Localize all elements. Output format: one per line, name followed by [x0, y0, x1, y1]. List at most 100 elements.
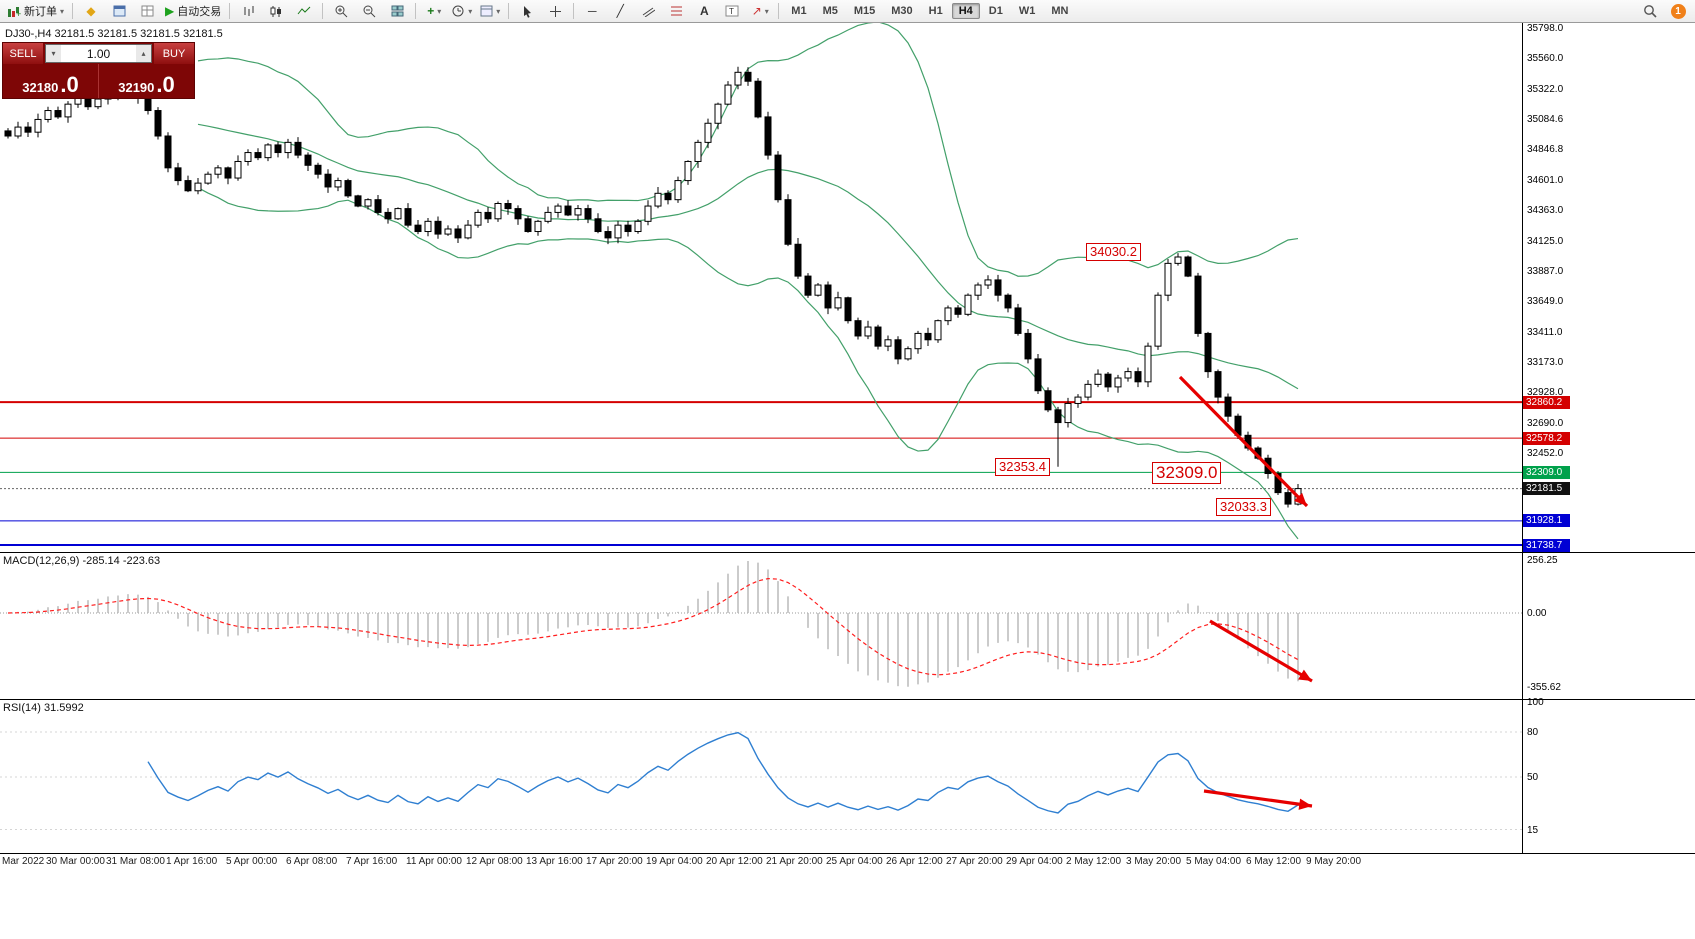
- notification-button[interactable]: 1: [1664, 1, 1692, 21]
- price-axis-label: 35798.0: [1527, 23, 1564, 34]
- time-axis-label: 6 May 12:00: [1246, 856, 1302, 867]
- lot-increase-button[interactable]: ▴: [136, 45, 151, 62]
- new-order-icon: +: [8, 6, 21, 18]
- horizontal-line-button[interactable]: ─: [578, 1, 606, 21]
- time-axis-label: 1 Apr 16:00: [166, 856, 218, 867]
- text-label-button[interactable]: T: [718, 1, 746, 21]
- timeframe-m15[interactable]: M15: [853, 5, 876, 17]
- sell-price-pips: .0: [60, 72, 79, 98]
- notification-badge: 1: [1670, 3, 1686, 19]
- time-axis-label: 31 Mar 08:00: [106, 856, 165, 867]
- timeframe-h1[interactable]: H1: [928, 5, 943, 17]
- templates-button[interactable]: ▾: [476, 1, 504, 21]
- zoom-in-icon: [335, 5, 348, 17]
- time-axis-label: 9 May 20:00: [1306, 856, 1362, 867]
- fibonacci-button[interactable]: [662, 1, 690, 21]
- arrows-button[interactable]: ↗ ▾: [746, 1, 774, 21]
- time-axis-label: Mar 2022: [2, 856, 45, 867]
- separator: [229, 3, 231, 19]
- indicators-add-icon: +: [427, 4, 435, 18]
- price-annotation[interactable]: 32033.3: [1216, 498, 1271, 516]
- time-axis-label: 13 Apr 16:00: [526, 856, 583, 867]
- bar-chart-icon: [244, 6, 254, 16]
- price-axis-label: 34601.0: [1527, 174, 1564, 186]
- price-axis-label: 32690.0: [1527, 417, 1564, 429]
- autotrade-button[interactable]: ▶ 自动交易: [161, 1, 225, 21]
- tile-windows-button[interactable]: [383, 1, 411, 21]
- channel-button[interactable]: [634, 1, 662, 21]
- separator: [322, 3, 324, 19]
- cursor-button[interactable]: [513, 1, 541, 21]
- price-axis-tag: 31928.1: [1523, 514, 1570, 528]
- zoom-in-button[interactable]: [327, 1, 355, 21]
- text-icon: A: [699, 4, 709, 18]
- lot-size-value[interactable]: 1.00: [86, 46, 111, 61]
- new-order-label: 新订单: [24, 6, 57, 18]
- buy-button[interactable]: BUY: [154, 43, 194, 64]
- candlestick-chart-button[interactable]: [262, 1, 290, 21]
- autotrade-icon: ▶: [165, 4, 175, 18]
- metaeditor-button[interactable]: ◆: [77, 1, 105, 21]
- time-axis-label: 27 Apr 20:00: [946, 856, 1003, 867]
- metaeditor-icon: ◆: [86, 4, 96, 18]
- time-axis-label: 30 Mar 00:00: [46, 856, 105, 867]
- time-axis-label: 25 Apr 04:00: [826, 856, 883, 867]
- time-axis-label: 12 Apr 08:00: [466, 856, 523, 867]
- sell-button[interactable]: SELL: [3, 43, 43, 64]
- rsi-scale-label: 100: [1527, 697, 1544, 708]
- sell-price[interactable]: 32180 .0: [3, 64, 98, 98]
- search-button[interactable]: [1636, 1, 1664, 21]
- separator: [508, 3, 510, 19]
- timeframe-mn[interactable]: MN: [1051, 5, 1069, 17]
- price-annotation[interactable]: 34030.2: [1086, 243, 1141, 261]
- text-button[interactable]: A: [690, 1, 718, 21]
- price-axis-label: 33173.0: [1527, 356, 1564, 368]
- separator: [72, 3, 74, 19]
- timeframe-m1[interactable]: M1: [791, 5, 807, 17]
- rsi-scale-label: 80: [1527, 727, 1539, 738]
- crosshair-button[interactable]: [541, 1, 569, 21]
- one-click-trading-panel[interactable]: SELL ▾ 1.00 ▴ BUY 32180 .0 32190 .0: [2, 42, 195, 99]
- timeframe-m30[interactable]: M30: [891, 5, 913, 17]
- price-axis-label: 32928.0: [1527, 387, 1564, 399]
- timeframe-w1[interactable]: W1: [1018, 5, 1036, 17]
- price-axis-tag: 32578.2: [1523, 431, 1570, 445]
- rsi-scale-label: 15: [1527, 824, 1539, 836]
- price-axis-tag: 31738.7: [1523, 538, 1570, 552]
- template-icon: [480, 5, 493, 17]
- text-label-icon: T: [725, 5, 739, 17]
- price-annotation[interactable]: 32309.0: [1152, 462, 1222, 484]
- time-axis-label: 6 Apr 08:00: [286, 856, 338, 867]
- period-button[interactable]: ▾: [448, 1, 476, 21]
- new-order-button[interactable]: + 新订单 ▾: [3, 1, 68, 21]
- market-watch-button[interactable]: [105, 1, 133, 21]
- bar-chart-button[interactable]: [234, 1, 262, 21]
- crosshair-icon: [549, 5, 561, 17]
- data-window-button[interactable]: [133, 1, 161, 21]
- search-icon: [1644, 5, 1657, 18]
- line-chart-button[interactable]: [290, 1, 318, 21]
- trendline-button[interactable]: ╱: [606, 1, 634, 21]
- chevron-down-icon: ▾: [468, 6, 473, 16]
- chevron-down-icon: ▾: [496, 6, 501, 16]
- separator: [415, 3, 417, 19]
- time-axis-label: 5 Apr 00:00: [226, 856, 278, 867]
- candlestick-chart-icon: [270, 5, 282, 17]
- price-annotation[interactable]: 32353.4: [995, 458, 1050, 476]
- buy-price[interactable]: 32190 .0: [98, 64, 194, 98]
- macd-indicator-label: MACD(12,26,9) -285.14 -223.63: [3, 555, 161, 567]
- lot-decrease-button[interactable]: ▾: [46, 45, 61, 62]
- rsi-indicator-label: RSI(14) 31.5992: [3, 702, 84, 714]
- time-axis-label: 19 Apr 04:00: [646, 856, 703, 867]
- timeframe-m5[interactable]: M5: [822, 5, 838, 17]
- chevron-down-icon: ▾: [60, 6, 65, 16]
- data-window-icon: [141, 5, 154, 17]
- lot-size-control[interactable]: ▾ 1.00 ▴: [45, 44, 152, 63]
- timeframe-h4[interactable]: H4: [951, 3, 980, 19]
- zoom-out-button[interactable]: [355, 1, 383, 21]
- indicators-button[interactable]: + ▾: [420, 1, 448, 21]
- clock-icon: [452, 5, 464, 16]
- timeframe-d1[interactable]: D1: [988, 5, 1003, 17]
